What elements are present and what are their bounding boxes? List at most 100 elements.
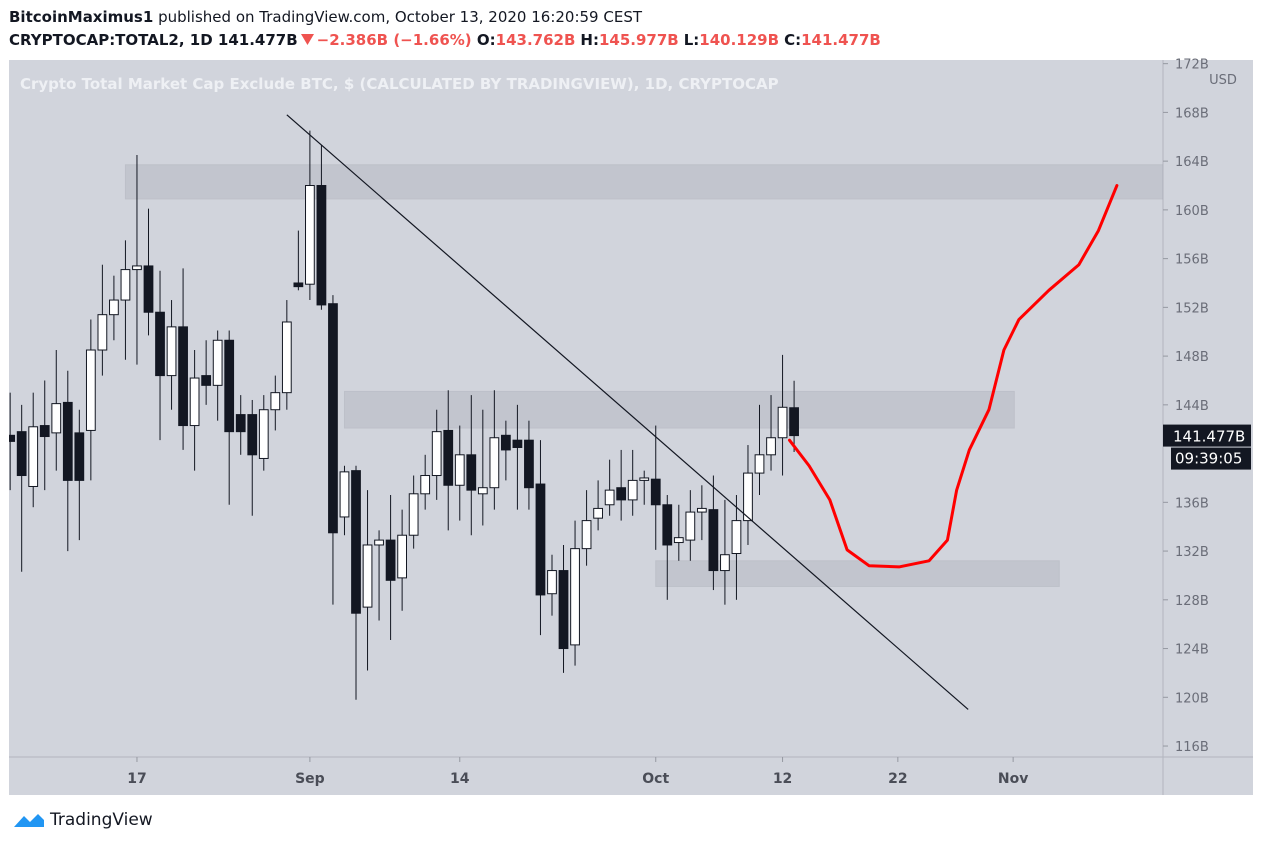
candle-body [570, 548, 580, 646]
candle-body [109, 299, 119, 316]
candle-body [777, 406, 788, 439]
candle-body [328, 303, 338, 534]
y-tick-label: 116B [1175, 740, 1209, 755]
ohlc: O:143.762B H:145.977B L:140.129B C:141.477B [477, 31, 886, 49]
header: BitcoinMaximus1 published on TradingView… [9, 6, 886, 52]
candle-body [593, 507, 603, 519]
candle-body [547, 570, 557, 595]
ohlc-value: 141.477B [801, 31, 881, 49]
x-tick-label: 12 [773, 771, 792, 787]
y-tick-label: 120B [1175, 691, 1209, 706]
line2: CRYPTOCAP:TOTAL2, 1D 141.477B −2.386B (−1… [9, 29, 886, 52]
candle-body [720, 554, 730, 572]
y-tick-label: 160B [1175, 204, 1209, 219]
y-tick-label: 152B [1175, 301, 1209, 316]
footer: TradingView [12, 810, 153, 830]
candle-body [754, 454, 765, 474]
candle-body [247, 414, 258, 456]
candle-body [743, 472, 753, 522]
candle-body [74, 432, 85, 481]
candle-body [685, 511, 696, 541]
y-tick-label: 128B [1175, 594, 1209, 609]
candle-body [374, 539, 384, 546]
candle-body [627, 479, 638, 501]
change: −2.386B (−1.66%) [316, 31, 472, 49]
x-tick-label: 17 [127, 771, 146, 787]
candle-body [155, 311, 165, 377]
candle-body [97, 314, 108, 351]
logo [14, 814, 44, 827]
last-price-label: 141.477B [1173, 428, 1245, 446]
candle-body [558, 570, 569, 650]
zone [124, 164, 1163, 200]
candle-body [85, 349, 96, 431]
candle-body [362, 544, 373, 608]
y-tick-label: 172B [1175, 58, 1209, 73]
x-tick-label: Nov [998, 771, 1028, 787]
candle-body [51, 403, 62, 434]
candle-body [650, 478, 661, 506]
y-tick-label: 136B [1175, 496, 1209, 511]
y-tick-label: 168B [1175, 106, 1209, 121]
x-tick-label: Sep [295, 771, 325, 787]
trendline [286, 114, 969, 710]
candle-body [477, 487, 488, 495]
y-tick-label: 132B [1175, 545, 1209, 560]
candle-body [316, 185, 327, 306]
candle-body [235, 414, 246, 433]
x-tick-label: 22 [888, 771, 907, 787]
candle-body [766, 437, 776, 456]
candle-body [189, 377, 200, 427]
last-price-box [1163, 424, 1251, 447]
candle-body [339, 471, 350, 518]
candle-body [270, 392, 281, 411]
candle-body [281, 321, 292, 394]
y-tick-label: 148B [1175, 350, 1209, 365]
candle-body [420, 475, 431, 495]
candle-body [500, 434, 511, 451]
ohlc-label: C: [784, 31, 802, 49]
symbol: CRYPTOCAP:TOTAL2, 1D [9, 31, 213, 49]
ohlc-label: O: [476, 31, 496, 49]
candle-body [62, 401, 73, 481]
x-tick-label: 14 [450, 771, 470, 787]
author: BitcoinMaximus1 [9, 8, 154, 26]
candle-body [385, 539, 396, 581]
chart-title: Crypto Total Market Cap Exclude BTC, $ (… [20, 75, 779, 93]
candle-body [305, 185, 315, 285]
zone [343, 390, 1015, 429]
candle-body [443, 429, 454, 486]
published: published on TradingView.com, October 13… [158, 8, 642, 26]
candle-body [351, 470, 361, 614]
candle-body [616, 487, 627, 501]
line1: BitcoinMaximus1 published on TradingView… [9, 6, 886, 29]
candle-body [512, 439, 523, 448]
candle-body [293, 282, 304, 288]
y-unit: USD [1209, 73, 1237, 88]
candle-body [166, 326, 177, 377]
ohlc-value: 145.977B [598, 31, 679, 49]
candle-body [454, 454, 465, 486]
candle-body [258, 409, 269, 459]
zone [655, 560, 1060, 587]
ohlc-label: L: [683, 31, 700, 49]
forecast-path [787, 184, 1119, 569]
candle-body [201, 375, 212, 386]
ohlc-value: 140.129B [699, 31, 780, 49]
candle-body [673, 537, 684, 544]
candle-body [524, 439, 534, 489]
candle-body [789, 407, 799, 437]
plot-background [9, 60, 1253, 795]
candle-body [39, 425, 50, 438]
candle-body [212, 339, 223, 386]
candle-body [16, 431, 27, 477]
candle-body [489, 437, 500, 489]
candle-body [466, 454, 477, 491]
last: 141.477B [217, 31, 298, 49]
y-tick-label: 156B [1175, 253, 1209, 268]
candle-body [9, 434, 16, 442]
down-arrow [300, 34, 314, 45]
countdown: 09:39:05 [1175, 450, 1242, 468]
candle-body [397, 534, 408, 579]
